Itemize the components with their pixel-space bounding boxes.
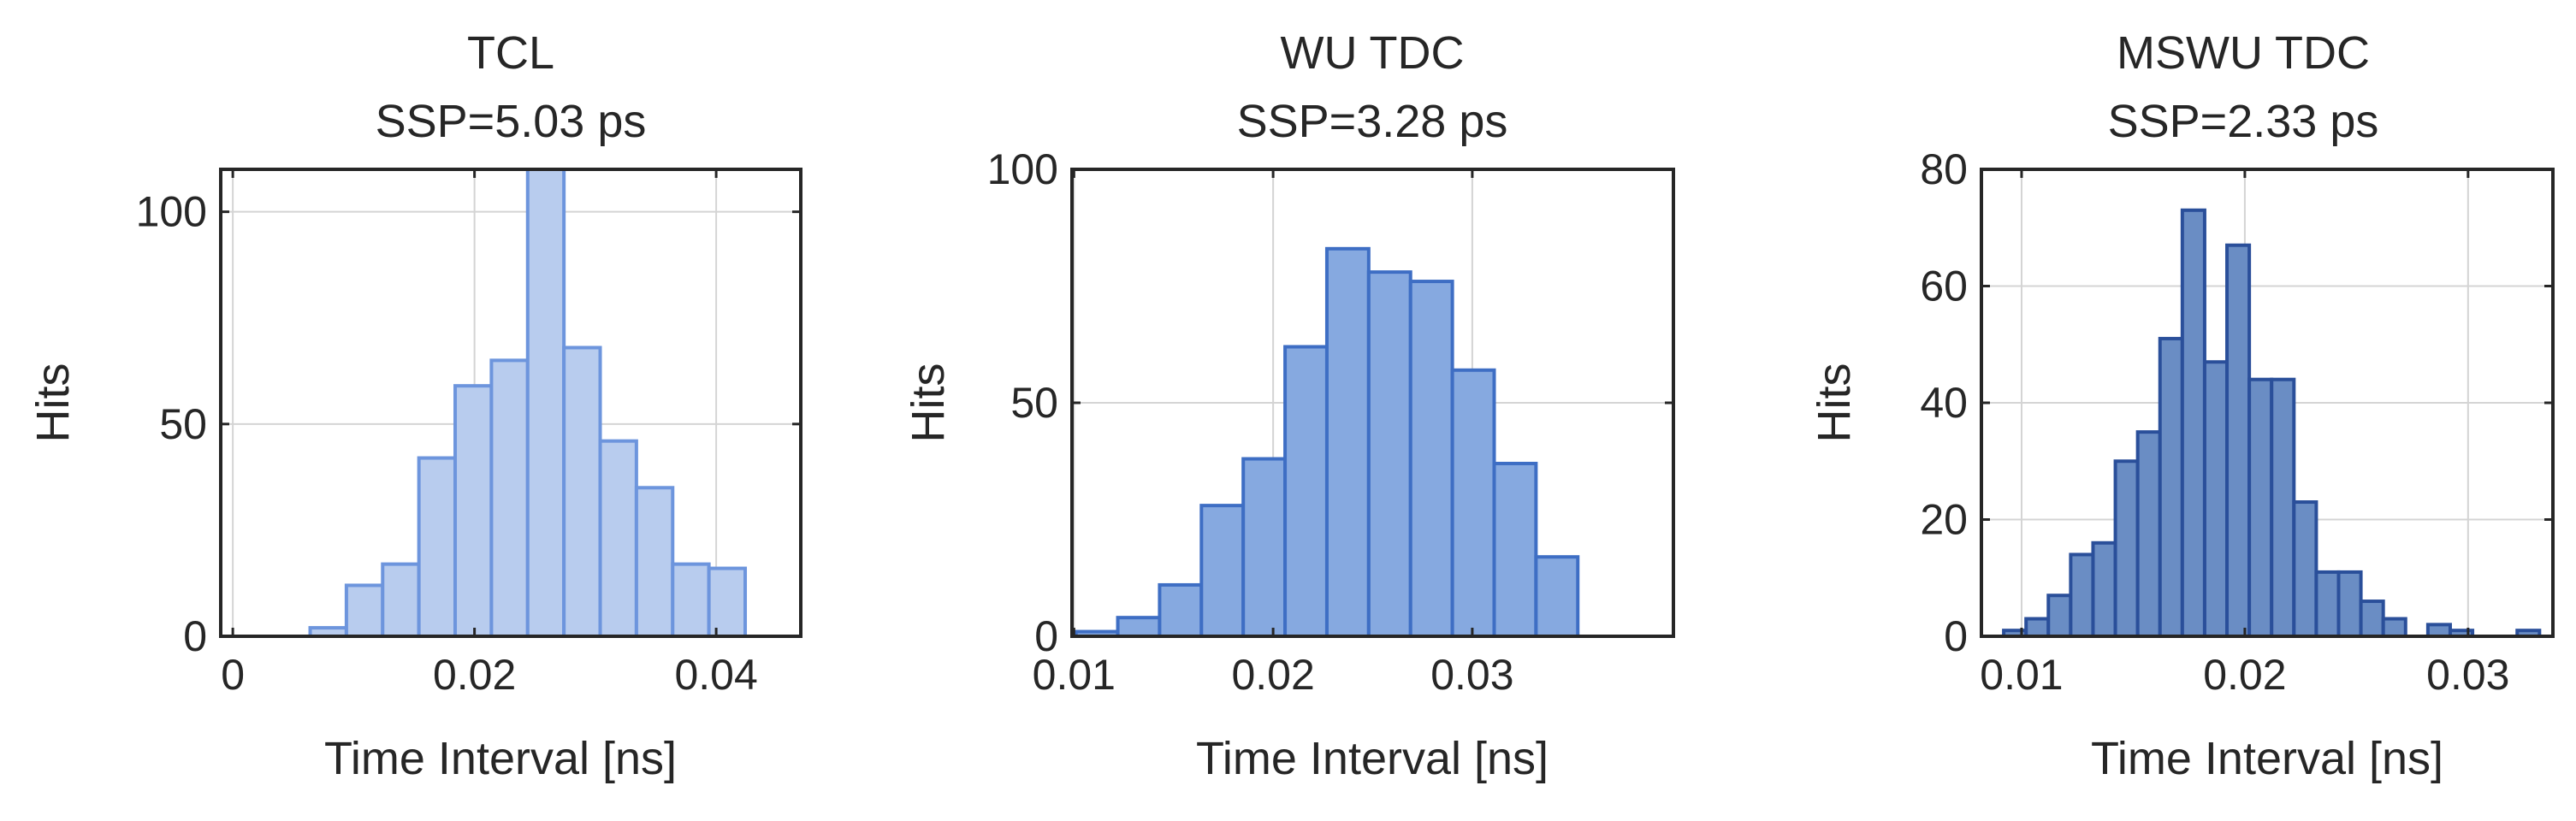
histogram-bar bbox=[2336, 570, 2363, 638]
histogram-bar bbox=[2270, 377, 2296, 638]
y-tick-label: 0 bbox=[183, 612, 207, 660]
histogram-bar bbox=[1450, 368, 1496, 638]
histogram-bar bbox=[707, 566, 748, 639]
histogram-bar bbox=[344, 583, 385, 638]
histogram-bar bbox=[2113, 459, 2140, 638]
panel-tcl: TCL SSP=5.03 ps 0 0.02 0.04 0 50 100 Time Int… bbox=[27, 27, 802, 784]
x-tick-label: 0 bbox=[221, 651, 245, 699]
x-tick-label: 0.02 bbox=[1231, 651, 1314, 699]
histogram-bar bbox=[2069, 552, 2095, 639]
y-axis-label: Hits bbox=[1809, 363, 1860, 443]
x-tick-label: 0.02 bbox=[433, 651, 516, 699]
histogram-bar bbox=[417, 456, 458, 639]
histogram-bar bbox=[2292, 500, 2318, 639]
panel-mswu-tdc: MSWU TDC SSP=2.33 ps 0.01 0.02 0.03 0 20 40 60… bbox=[1809, 27, 2555, 784]
chart-subtitle: SSP=3.28 ps bbox=[1237, 96, 1508, 147]
axis-ticks: 0.01 0.02 0.03 0 50 100 bbox=[987, 145, 1673, 699]
histogram-bar bbox=[381, 562, 421, 638]
y-axis-label: Hits bbox=[903, 363, 954, 443]
histogram-bars bbox=[2002, 208, 2542, 639]
histogram-bar bbox=[2381, 617, 2407, 639]
y-tick-label: 0 bbox=[1034, 612, 1058, 660]
x-tick-label: 0.01 bbox=[1033, 651, 1116, 699]
histogram-bar bbox=[2024, 617, 2051, 639]
y-tick-label: 0 bbox=[1944, 612, 1968, 660]
histogram-bar bbox=[525, 168, 566, 638]
chart-subtitle: SSP=5.03 ps bbox=[376, 96, 647, 147]
histogram-bar bbox=[2046, 594, 2073, 638]
histogram-bar bbox=[2135, 430, 2162, 638]
axis-ticks: 0 0.02 0.04 0 50 100 bbox=[136, 169, 801, 699]
x-axis-label: Time Interval [ns] bbox=[324, 733, 677, 784]
chart-title: WU TDC bbox=[1281, 27, 1465, 79]
histogram-bar bbox=[1492, 461, 1538, 638]
histogram-bar bbox=[1534, 555, 1580, 638]
histogram-bar bbox=[1283, 345, 1329, 638]
histogram-bar bbox=[1116, 616, 1162, 638]
x-axis-label: Time Interval [ns] bbox=[2091, 733, 2443, 784]
x-tick-label: 0.02 bbox=[2203, 651, 2286, 699]
histogram-bar bbox=[1408, 280, 1454, 638]
histogram-bar bbox=[562, 346, 602, 638]
chart-title: TCL bbox=[467, 27, 554, 79]
panel-wu-tdc: WU TDC SSP=3.28 ps 0.01 0.02 0.03 0 50 100 Ti… bbox=[903, 27, 1675, 784]
histogram-bar bbox=[2314, 570, 2341, 638]
histogram-bar bbox=[2425, 623, 2452, 638]
histogram-bars bbox=[1074, 246, 1580, 639]
x-tick-label: 0.03 bbox=[2426, 651, 2509, 699]
y-tick-label: 50 bbox=[159, 400, 207, 448]
y-axis-label: Hits bbox=[27, 363, 79, 443]
histogram-bar bbox=[1366, 270, 1412, 638]
x-tick-label: 0.03 bbox=[1430, 651, 1513, 699]
y-tick-label: 100 bbox=[136, 188, 207, 236]
histogram-bar bbox=[671, 562, 711, 638]
y-tick-label: 60 bbox=[1920, 263, 1968, 310]
axis-ticks: 0.01 0.02 0.03 0 20 40 60 80 bbox=[1920, 145, 2553, 699]
histogram-bar bbox=[1199, 504, 1246, 638]
x-axis-label: Time Interval [ns] bbox=[1196, 733, 1549, 784]
chart-title: MSWU TDC bbox=[2117, 27, 2370, 79]
histogram-bar bbox=[2359, 600, 2385, 638]
histogram-bar bbox=[2158, 336, 2184, 638]
histogram-bar bbox=[2180, 208, 2206, 638]
histogram-bar bbox=[1158, 582, 1204, 639]
histogram-bar bbox=[453, 384, 494, 638]
y-tick-label: 80 bbox=[1920, 145, 1968, 193]
histogram-bar bbox=[634, 486, 675, 638]
x-tick-label: 0.01 bbox=[1980, 651, 2063, 699]
x-tick-label: 0.04 bbox=[674, 651, 757, 699]
y-tick-label: 40 bbox=[1920, 379, 1968, 427]
histogram-bar bbox=[1241, 457, 1288, 639]
histogram-bar bbox=[598, 439, 638, 638]
chart-subtitle: SSP=2.33 ps bbox=[2108, 96, 2379, 147]
plot-frame bbox=[219, 168, 802, 638]
histogram-bar bbox=[1324, 246, 1371, 638]
histogram-bar bbox=[2202, 360, 2230, 638]
histogram-bars bbox=[308, 168, 748, 639]
y-tick-label: 100 bbox=[987, 145, 1058, 193]
y-tick-label: 20 bbox=[1920, 496, 1968, 544]
histogram-bar bbox=[2247, 377, 2274, 638]
histogram-bar bbox=[2091, 540, 2117, 638]
histogram-bar bbox=[489, 358, 530, 638]
y-tick-label: 50 bbox=[1010, 379, 1058, 427]
histogram-bar bbox=[2225, 243, 2252, 638]
